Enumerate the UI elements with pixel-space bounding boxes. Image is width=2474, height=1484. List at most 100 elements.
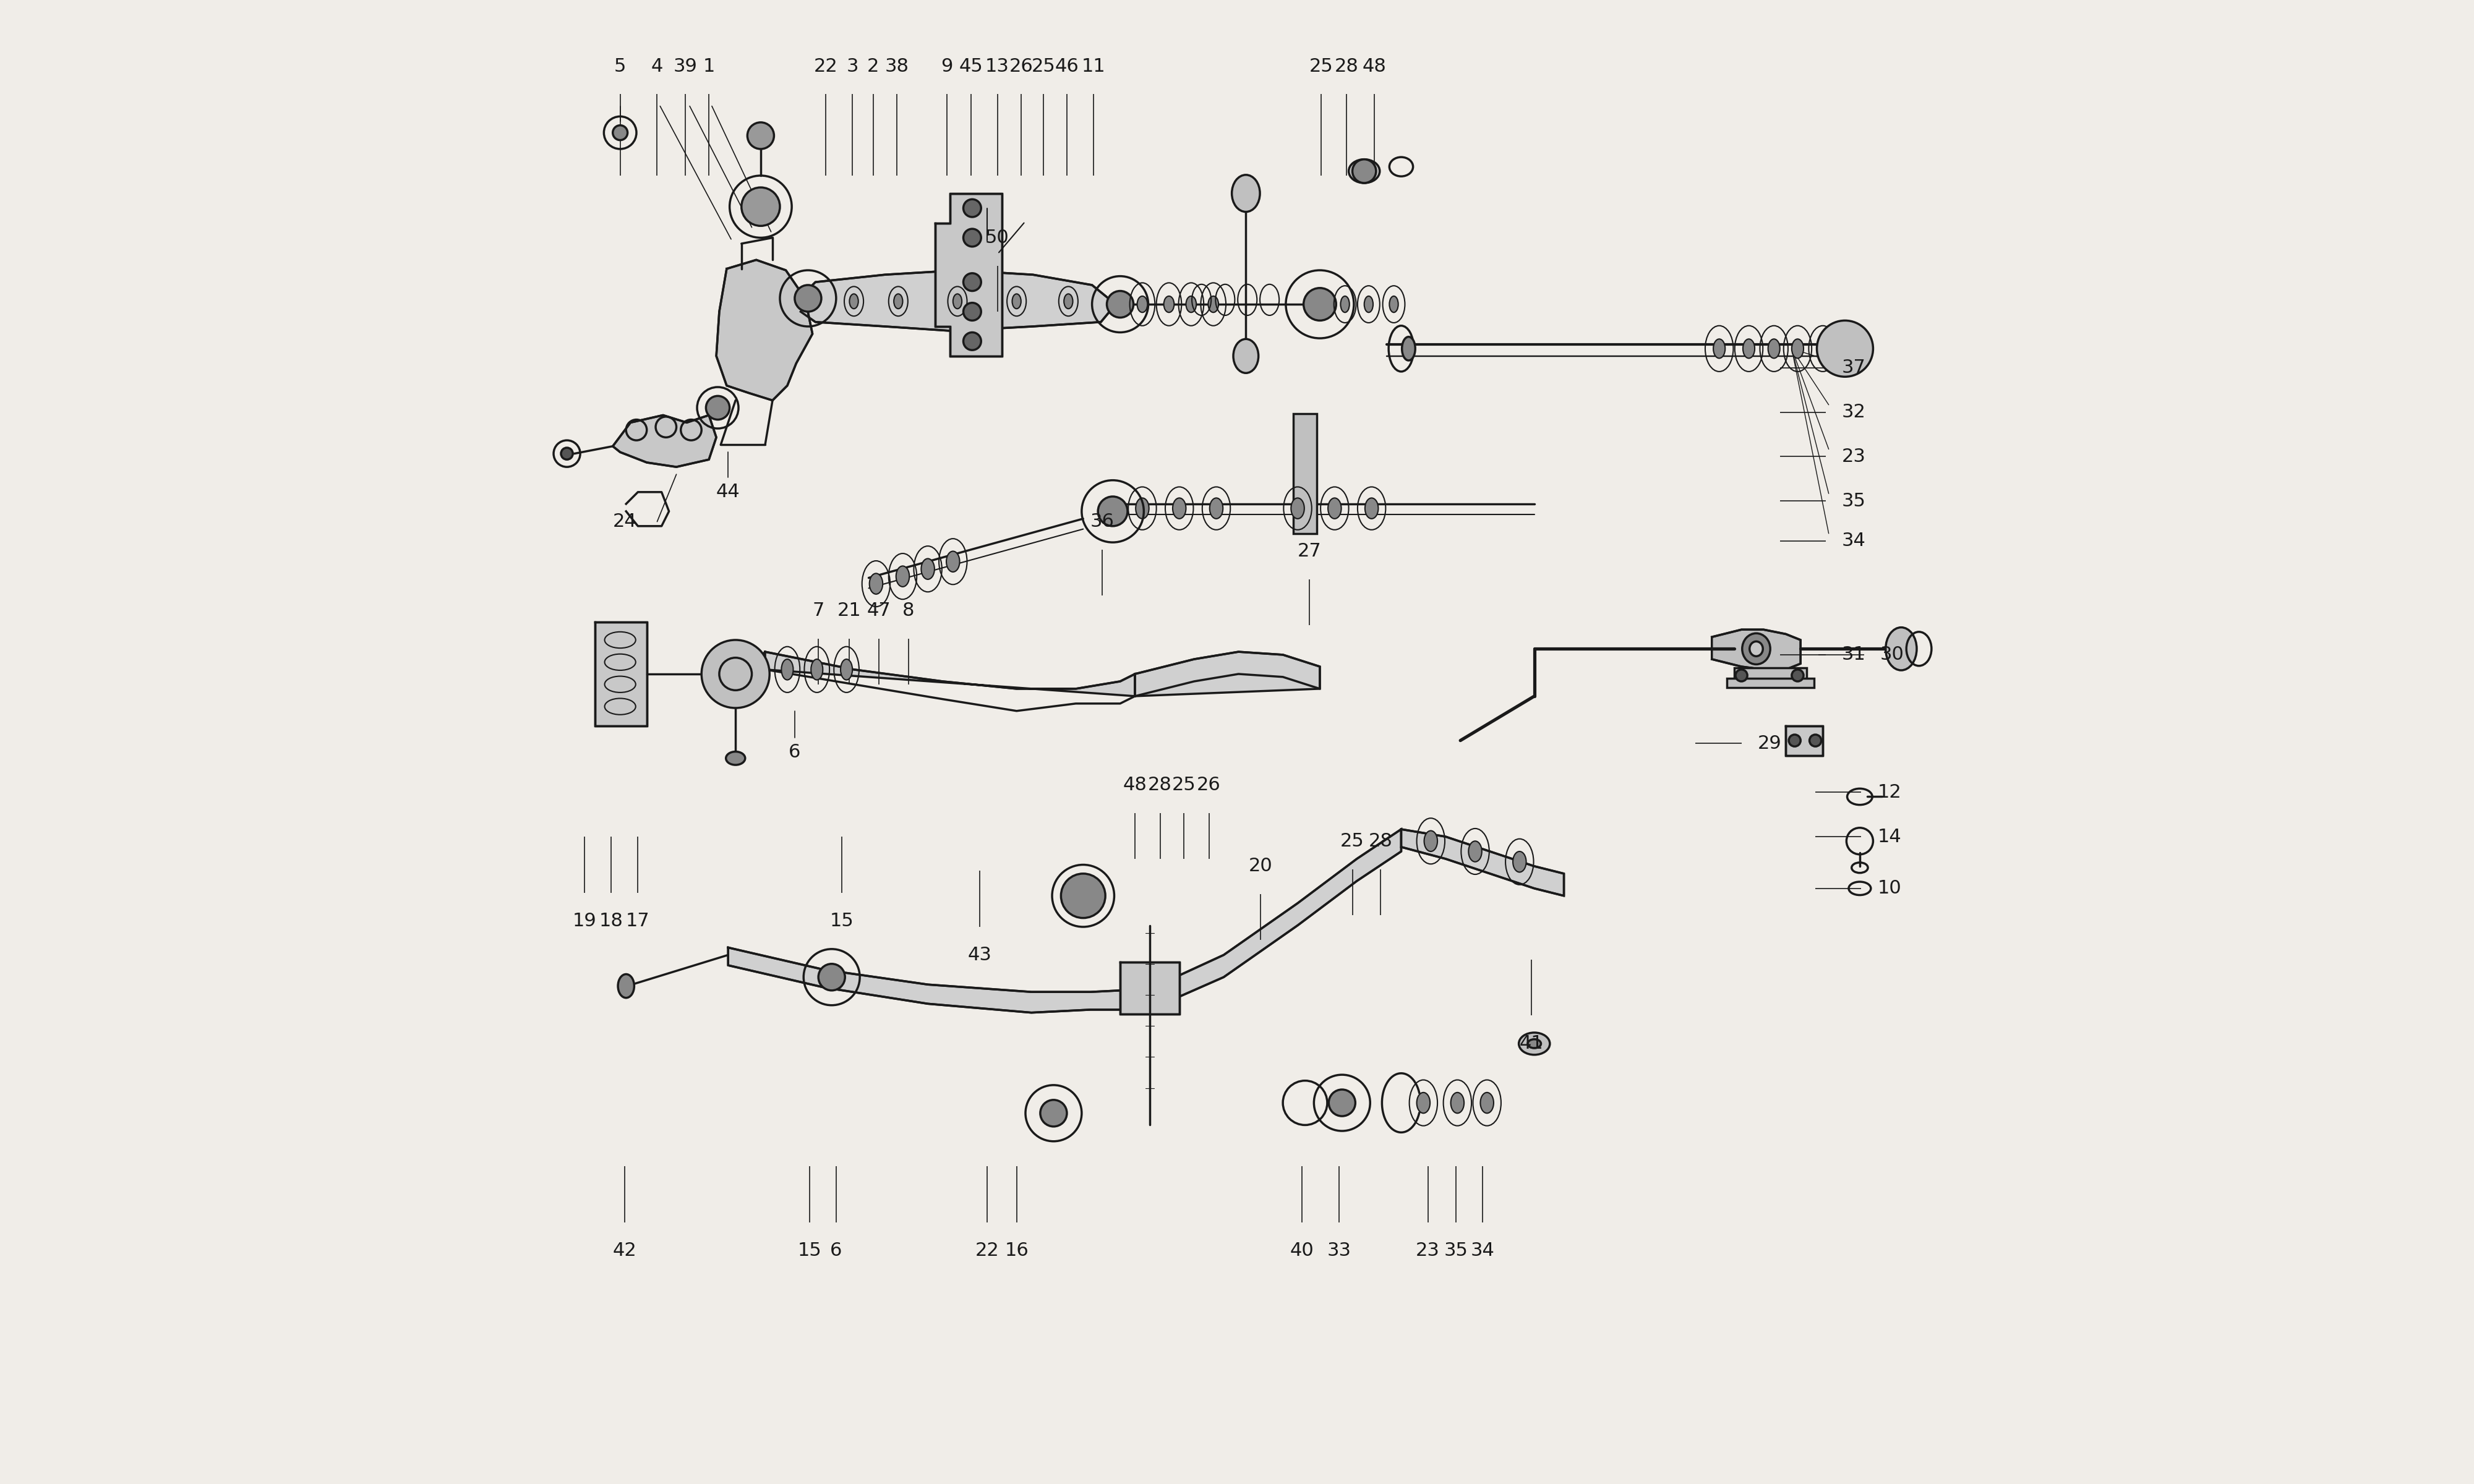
Polygon shape: [1400, 830, 1564, 896]
Circle shape: [962, 273, 982, 291]
Polygon shape: [727, 948, 1150, 1012]
Text: 48: 48: [1363, 58, 1385, 76]
Text: 35: 35: [1841, 493, 1865, 510]
Polygon shape: [802, 270, 1116, 331]
Polygon shape: [1786, 726, 1823, 755]
Ellipse shape: [920, 558, 935, 579]
Text: 38: 38: [886, 58, 908, 76]
Ellipse shape: [1348, 159, 1380, 183]
Text: 41: 41: [1519, 1034, 1544, 1052]
Circle shape: [819, 963, 846, 990]
Ellipse shape: [1425, 831, 1437, 852]
Circle shape: [1791, 669, 1804, 681]
Polygon shape: [764, 651, 1136, 696]
Text: 40: 40: [1289, 1242, 1314, 1260]
Ellipse shape: [1403, 337, 1415, 361]
Text: 13: 13: [985, 58, 1009, 76]
Bar: [1727, 678, 1813, 687]
Text: 43: 43: [967, 945, 992, 965]
Text: 42: 42: [614, 1242, 636, 1260]
Text: 5: 5: [614, 58, 626, 76]
Text: 6: 6: [831, 1242, 841, 1260]
Ellipse shape: [725, 751, 745, 764]
Text: 8: 8: [903, 601, 915, 619]
Text: 25: 25: [1032, 58, 1056, 76]
Text: 29: 29: [1757, 735, 1781, 752]
Polygon shape: [717, 260, 811, 401]
Text: 4: 4: [651, 58, 663, 76]
Ellipse shape: [1479, 1092, 1494, 1113]
Text: 35: 35: [1445, 1242, 1467, 1260]
Circle shape: [1098, 497, 1128, 527]
Text: 25: 25: [1309, 58, 1333, 76]
Text: 27: 27: [1296, 542, 1321, 559]
Text: 11: 11: [1081, 58, 1106, 76]
Text: 19: 19: [571, 913, 596, 930]
Circle shape: [747, 122, 774, 148]
Text: 22: 22: [814, 58, 839, 76]
Ellipse shape: [1526, 1039, 1541, 1048]
Ellipse shape: [1791, 338, 1804, 358]
Ellipse shape: [1450, 1092, 1465, 1113]
Text: 10: 10: [1878, 880, 1903, 898]
Circle shape: [962, 332, 982, 350]
Text: 15: 15: [797, 1242, 821, 1260]
Ellipse shape: [1885, 628, 1917, 671]
Ellipse shape: [1390, 297, 1398, 313]
Circle shape: [1789, 735, 1801, 746]
Circle shape: [794, 285, 821, 312]
Ellipse shape: [1366, 499, 1378, 519]
Ellipse shape: [1329, 499, 1341, 519]
Text: 9: 9: [940, 58, 952, 76]
Text: 1: 1: [703, 58, 715, 76]
Ellipse shape: [1173, 499, 1185, 519]
Ellipse shape: [1816, 338, 1828, 358]
Text: 3: 3: [846, 58, 858, 76]
Circle shape: [562, 448, 574, 460]
Text: 26: 26: [1197, 776, 1220, 794]
Text: 22: 22: [975, 1242, 999, 1260]
Text: 34: 34: [1470, 1242, 1494, 1260]
Circle shape: [962, 199, 982, 217]
Ellipse shape: [1418, 1092, 1430, 1113]
Text: 16: 16: [1004, 1242, 1029, 1260]
Text: 18: 18: [599, 913, 623, 930]
Text: 21: 21: [839, 601, 861, 619]
Text: 30: 30: [1880, 646, 1905, 663]
Text: 33: 33: [1326, 1242, 1351, 1260]
Ellipse shape: [948, 551, 960, 571]
Text: 46: 46: [1054, 58, 1079, 76]
Ellipse shape: [811, 659, 824, 680]
Polygon shape: [935, 193, 1002, 356]
Ellipse shape: [1232, 175, 1259, 212]
Polygon shape: [614, 416, 717, 467]
Ellipse shape: [1210, 499, 1222, 519]
Text: 17: 17: [626, 913, 651, 930]
Ellipse shape: [1742, 634, 1771, 665]
Text: 39: 39: [673, 58, 698, 76]
Text: 2: 2: [866, 58, 878, 76]
Text: 31: 31: [1841, 646, 1865, 663]
Text: 20: 20: [1249, 858, 1272, 876]
Polygon shape: [596, 622, 646, 726]
Ellipse shape: [1136, 499, 1148, 519]
Ellipse shape: [1519, 1033, 1549, 1055]
Text: 15: 15: [831, 913, 854, 930]
Ellipse shape: [1363, 297, 1373, 313]
Ellipse shape: [1207, 297, 1220, 313]
Text: 25: 25: [1341, 833, 1363, 850]
Ellipse shape: [1514, 852, 1526, 873]
Circle shape: [1353, 159, 1376, 183]
Text: 28: 28: [1368, 833, 1393, 850]
Polygon shape: [1712, 629, 1801, 669]
Circle shape: [1816, 321, 1873, 377]
Ellipse shape: [1470, 841, 1482, 862]
Circle shape: [1808, 735, 1821, 746]
Circle shape: [1329, 1089, 1356, 1116]
Circle shape: [962, 229, 982, 246]
Text: 32: 32: [1841, 404, 1865, 421]
Circle shape: [1734, 669, 1747, 681]
Text: 37: 37: [1841, 359, 1865, 377]
Ellipse shape: [1235, 338, 1259, 372]
Text: 23: 23: [1841, 448, 1865, 466]
